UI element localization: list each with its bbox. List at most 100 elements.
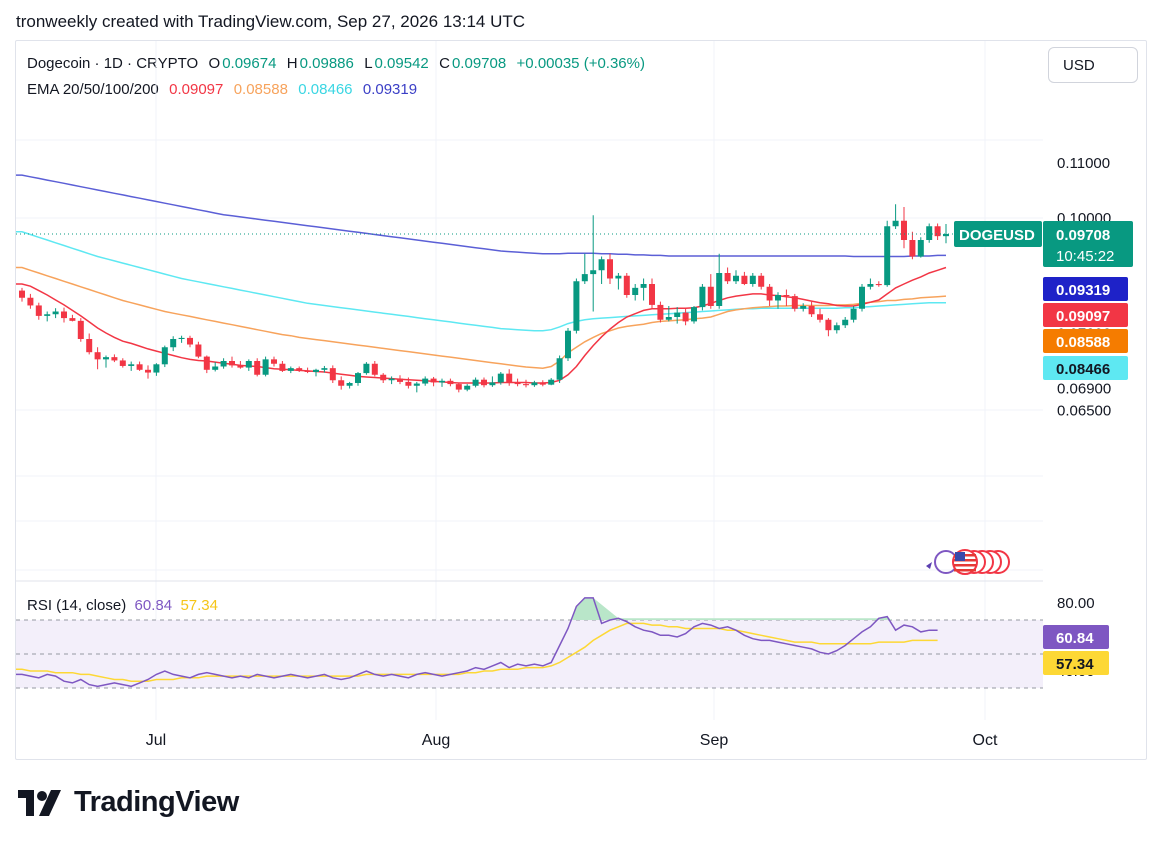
brand-name: TradingView	[74, 786, 239, 818]
candle-body	[917, 240, 924, 257]
candle-body	[733, 275, 739, 282]
candle-body	[245, 361, 252, 368]
candle-body	[909, 240, 916, 257]
candle-body	[254, 361, 261, 375]
rsi-line	[16, 597, 938, 688]
candle-body	[77, 320, 84, 339]
rsi-legend[interactable]: RSI (14, close) 60.84 57.34	[27, 597, 218, 614]
candle-body	[61, 311, 67, 319]
candle-body	[506, 373, 513, 383]
time-tick-label: Aug	[422, 732, 450, 749]
candle-body	[808, 306, 815, 315]
candle-body	[405, 381, 412, 386]
candle-body	[531, 382, 538, 386]
symbol-tag-bg	[954, 221, 1042, 248]
ema20-tag-label: 0.09097	[1056, 308, 1110, 325]
ema200-tag-label: 0.09319	[1056, 282, 1110, 299]
close-value: 0.09708	[451, 55, 507, 72]
candle-body	[430, 378, 437, 383]
rsi-ma-tag-label: 57.34	[1056, 656, 1094, 673]
candle-body	[119, 360, 126, 366]
change-value: +0.00035 (+0.36%)	[516, 55, 645, 72]
candle-body	[632, 287, 639, 295]
ema50-value: 0.08588	[233, 81, 288, 98]
candle-body	[943, 233, 949, 237]
ema20-line	[16, 266, 947, 384]
rsi-title: RSI (14, close)	[27, 597, 127, 614]
ema100-value: 0.08466	[298, 81, 353, 98]
candle-body	[640, 284, 647, 288]
candle-body	[304, 370, 311, 372]
symbol-tag-label: DOGEUSD	[959, 227, 1035, 244]
sparkle-icon	[926, 562, 932, 569]
candle-body	[682, 312, 689, 322]
open-value: 0.09674	[222, 55, 277, 72]
candle-body	[413, 383, 420, 386]
candles	[19, 204, 949, 393]
ema200-value: 0.09319	[362, 81, 418, 98]
candle-body	[27, 297, 34, 306]
candle-body	[758, 275, 765, 287]
candle-body	[262, 359, 269, 375]
ema200-tag-bg	[1043, 277, 1128, 301]
candle-body	[371, 363, 378, 375]
candle-body	[170, 339, 177, 348]
open-label: O	[208, 55, 221, 72]
candle-body	[447, 380, 454, 385]
candle-body	[52, 311, 59, 315]
candle-body	[590, 270, 597, 275]
candle-body	[716, 273, 723, 306]
candle-body	[850, 308, 857, 320]
candle-body	[397, 378, 403, 382]
flag-stripe	[954, 564, 976, 567]
symbol-legend[interactable]: Dogecoin · 1D · CRYPTO O 0.09674 H 0.09886…	[27, 55, 647, 72]
ema200-line	[16, 174, 946, 258]
flag-stripe	[954, 569, 976, 572]
candle-body	[489, 382, 496, 386]
candle-body	[573, 281, 580, 331]
candle-body	[296, 368, 303, 371]
candle-body	[607, 259, 613, 279]
currency-unit-button[interactable]: USD	[1048, 47, 1138, 83]
candle-body	[800, 306, 807, 309]
candle-body	[203, 356, 210, 370]
chart-credit: tronweekly created with TradingView.com,…	[16, 12, 526, 31]
candle-body	[472, 379, 479, 386]
candle-body	[237, 365, 244, 368]
candle-body	[220, 361, 227, 367]
symbol-title: Dogecoin · 1D · CRYPTO	[27, 55, 199, 72]
countdown-label: 10:45:22	[1056, 248, 1114, 265]
candle-body	[69, 318, 76, 321]
us-flag-event-icon[interactable]	[926, 549, 1010, 575]
candle-body	[380, 374, 387, 381]
ema-legend[interactable]: EMA 20/50/100/200 0.09097 0.08588 0.0846…	[27, 81, 419, 98]
candle-body	[464, 385, 471, 390]
time-tick-label: Sep	[700, 732, 729, 749]
ema100-tag-label: 0.08466	[1056, 361, 1110, 378]
time-tick-label: Oct	[973, 732, 998, 749]
candle-body	[649, 284, 655, 305]
candle-body	[455, 384, 462, 390]
candle-body	[775, 295, 781, 301]
ema-lines	[16, 174, 947, 384]
candle-body	[615, 275, 622, 279]
high-label: H	[286, 55, 298, 72]
candle-body	[859, 286, 865, 309]
candle-body	[195, 344, 202, 357]
candle-body	[833, 325, 840, 331]
candle-body	[741, 275, 748, 284]
candle-body	[598, 259, 605, 271]
candle-body	[229, 361, 235, 366]
chart-frame	[15, 40, 1147, 760]
ema50-line	[16, 266, 947, 369]
candle-body	[329, 368, 336, 381]
candle-body	[44, 314, 51, 316]
ema100-line	[16, 231, 946, 332]
candle-body	[355, 373, 361, 383]
candle-body	[103, 357, 109, 360]
candle-body	[825, 319, 832, 331]
candle-body	[271, 359, 277, 364]
candle-body	[497, 373, 504, 383]
price-tick-label: 0.06900	[1057, 381, 1111, 398]
